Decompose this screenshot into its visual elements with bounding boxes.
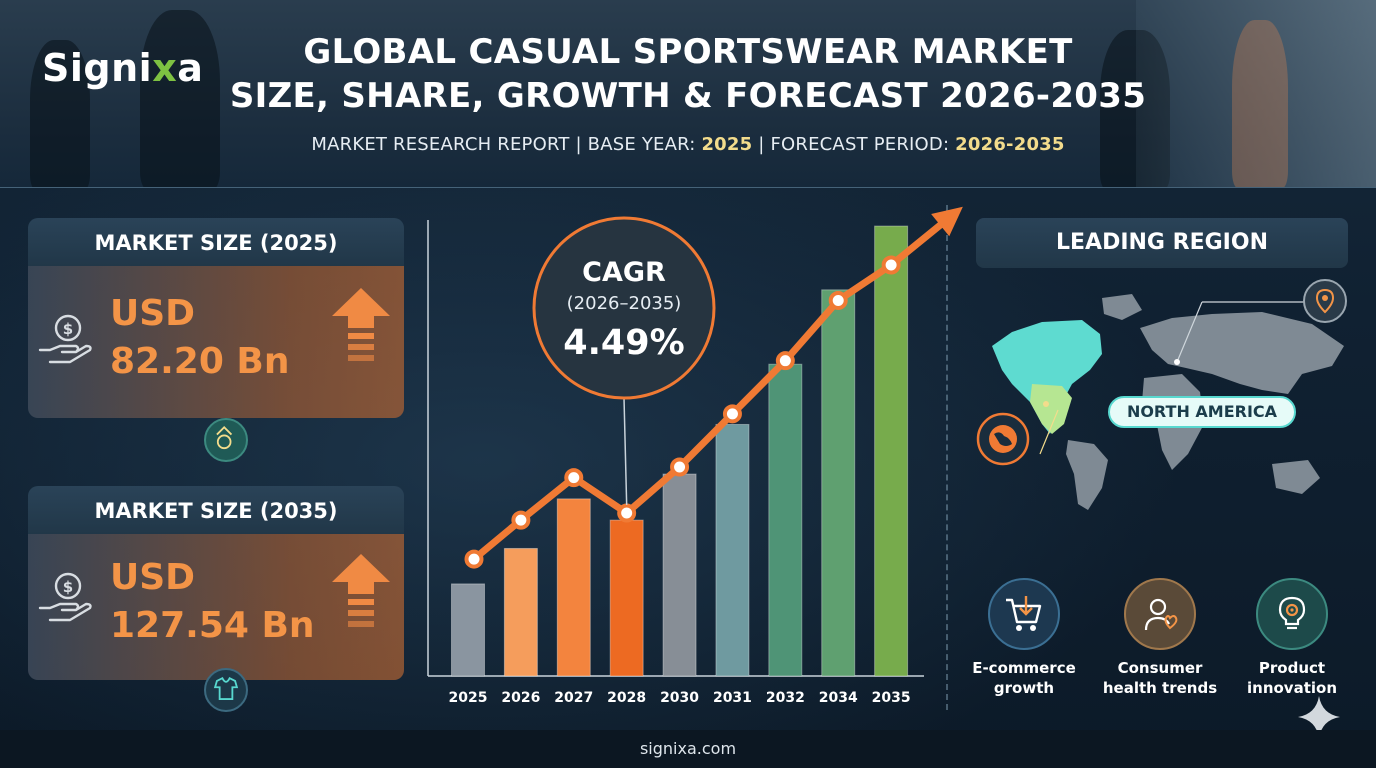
svg-text:$: $ [63,578,73,596]
driver-ecommerce-label-1: E-commerce [972,659,1076,677]
driver-innovation-label-1: Product [1258,659,1326,677]
trend-point-2030 [670,457,690,477]
market-size-2035-heading: MARKET SIZE (2035) [28,486,404,534]
bar-2032 [768,363,803,677]
footer-site-link[interactable]: signixa.com [639,739,737,758]
brand-logo[interactable]: Signixa [42,46,204,90]
money-hand-icon: $ [38,314,92,364]
location-pin-icon [1303,279,1347,323]
driver-innovation-label-2: innovation [1247,679,1337,697]
trend-point-2026 [511,510,531,530]
cagr-pointer-line [623,397,628,506]
driver-health-trends: Consumer health trends [1095,578,1225,698]
header-banner [0,0,1376,188]
trend-point-2032 [775,351,795,371]
bar-2034 [821,289,856,677]
eurasia-shape [1140,312,1344,394]
tshirt-icon [204,668,248,712]
bar-2031 [715,423,750,677]
forecast-period: 2026-2035 [955,134,1065,155]
cagr-label: CAGR [582,257,666,288]
section-divider [946,205,948,710]
cagr-bubble [532,216,716,400]
x-tick-label-2025: 2025 [449,690,488,706]
lightbulb-gear-icon [1278,596,1306,630]
base-year: 2025 [701,134,753,155]
x-tick-label-2032: 2032 [766,690,805,706]
growth-arrow-icon [332,554,390,627]
trend-point-2035 [881,255,901,275]
x-tick-label-2034: 2034 [819,690,858,706]
market-2025-value: 82.20 Bn [110,341,290,382]
driver-product-innovation: Product innovation [1227,578,1357,698]
market-size-2025-heading: MARKET SIZE (2025) [28,218,404,266]
leading-region-label: NORTH AMERICA [1108,396,1296,428]
title-line-1: GLOBAL CASUAL SPORTSWEAR MARKET [303,32,1073,72]
driver-ecommerce-label-2: growth [993,679,1055,697]
x-tick-label-2026: 2026 [501,690,540,706]
title-line-2: SIZE, SHARE, GROWTH & FORECAST 2026-2035 [229,76,1147,116]
bar-2030 [662,473,697,677]
cagr-value: 4.49% [563,323,684,363]
health-person-icon [1144,598,1178,631]
market-2025-currency: USD [110,293,196,334]
market-growth-chart: 2025 2026 2027 2028 2030 2031 2032 2034 2035 CAGR… [427,206,963,706]
sparkle-icon [1298,696,1340,738]
driver-ecommerce: E-commerce growth [959,578,1089,698]
x-tick-label-2035: 2035 [872,690,911,706]
market-size-2025-card: $ USD 82.20 Bn [28,266,404,418]
trend-arrowhead [931,206,963,237]
x-tick-label-2030: 2030 [660,690,699,706]
bar-2035 [874,225,909,677]
trend-point-2027 [564,468,584,488]
page-title: GLOBAL CASUAL SPORTSWEAR MARKET SIZE, SH… [200,30,1176,118]
trend-point-2025 [464,549,484,569]
bar-2027 [556,498,591,677]
cagr-period: (2026–2035) [567,293,682,314]
bar-2025 [451,583,485,677]
x-tick-label-2027: 2027 [554,690,593,706]
report-subtitle: MARKET RESEARCH REPORT | BASE YEAR: 2025… [311,134,1065,155]
market-size-2035-card: $ USD 127.54 Bn [28,534,404,680]
trend-point-2031 [722,404,742,424]
footer: signixa.com [0,730,1376,768]
trend-point-2034 [828,290,848,310]
world-map [992,294,1344,510]
shopping-cart-icon [1006,596,1042,631]
globe-icon [976,412,1030,466]
bar-2026 [503,547,538,677]
growth-arrow-icon [332,288,390,361]
money-growth-icon [204,418,248,462]
x-tick-label-2031: 2031 [713,690,752,706]
north-america-shape [992,320,1102,434]
south-america-shape [1066,440,1108,510]
bar-2028 [609,519,644,677]
driver-health-label-2: health trends [1102,679,1218,697]
driver-health-label-1: Consumer [1117,659,1203,677]
money-hand-icon: $ [38,572,92,622]
x-tick-label-2028: 2028 [607,690,646,706]
market-2035-currency: USD [110,557,196,598]
leading-region-heading: LEADING REGION [976,218,1348,268]
australia-shape [1272,460,1320,494]
trend-line [470,209,959,563]
svg-text:$: $ [63,320,73,338]
trend-point-2028 [617,503,637,523]
market-2035-value: 127.54 Bn [110,605,315,646]
